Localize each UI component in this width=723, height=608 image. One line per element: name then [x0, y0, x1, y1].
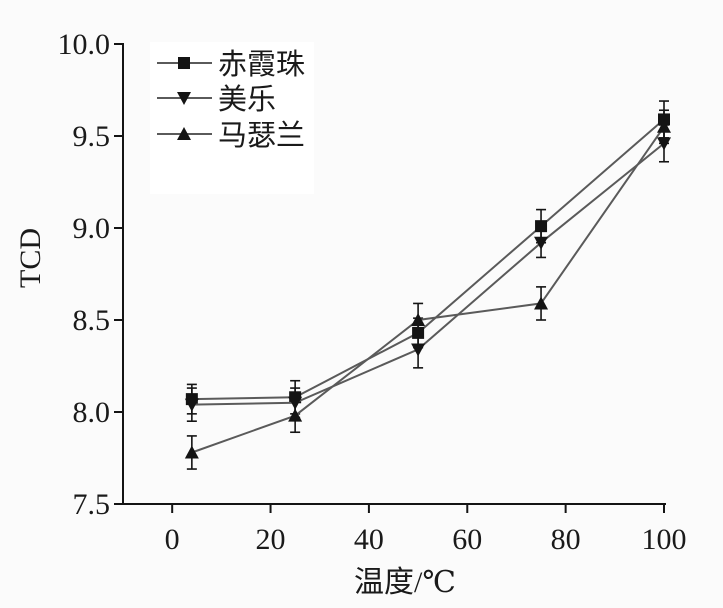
- legend-marker-triangle-down-icon: [177, 92, 191, 105]
- data-point-triangle-up: [534, 296, 549, 310]
- y-tick-label: 10.0: [58, 28, 111, 61]
- x-tick-label: 20: [256, 523, 286, 556]
- data-point-triangle-down: [184, 398, 199, 412]
- legend: 赤霞珠 美乐 马瑟兰: [150, 42, 314, 194]
- data-point-triangle-down: [411, 343, 426, 357]
- x-tick-label: 40: [354, 523, 384, 556]
- legend-marker-square-icon: [178, 57, 190, 69]
- data-point-triangle-down: [534, 236, 549, 250]
- legend-entry: 马瑟兰: [157, 119, 305, 152]
- y-tick-label: 7.5: [73, 488, 111, 521]
- axes: [122, 43, 666, 505]
- legend-entry: 赤霞珠: [157, 48, 305, 81]
- series-3: [184, 109, 671, 470]
- x-tick-label: 0: [165, 523, 180, 556]
- x-tick-label: 80: [551, 523, 581, 556]
- y-tick-label: 9.0: [73, 212, 111, 245]
- legend-entry: 美乐: [157, 83, 276, 116]
- tick-layer: 7.5 8.0 8.5 9.0 9.5 10.0 0 20 40 60 80 100: [58, 28, 687, 556]
- x-tick-label: 100: [642, 523, 687, 556]
- data-point-triangle-up: [657, 119, 671, 133]
- legend-marker-triangle-up-icon: [177, 127, 191, 140]
- data-point-triangle-up: [288, 408, 303, 422]
- legend-label: 美乐: [218, 83, 276, 116]
- legend-background: [150, 42, 314, 194]
- legend-label: 赤霞珠: [218, 48, 305, 81]
- y-tick-label: 9.5: [73, 120, 111, 153]
- data-point-triangle-up: [411, 313, 426, 326]
- series-layer: [184, 100, 671, 470]
- data-point-triangle-up: [184, 445, 199, 459]
- y-tick-label: 8.0: [73, 396, 111, 429]
- legend-label: 马瑟兰: [218, 119, 305, 152]
- x-tick-label: 60: [452, 523, 482, 556]
- x-axis-title: 温度/℃: [354, 566, 456, 599]
- data-point-square: [535, 220, 548, 233]
- y-tick-label: 8.5: [73, 304, 111, 337]
- y-axis-title: TCD: [14, 228, 47, 288]
